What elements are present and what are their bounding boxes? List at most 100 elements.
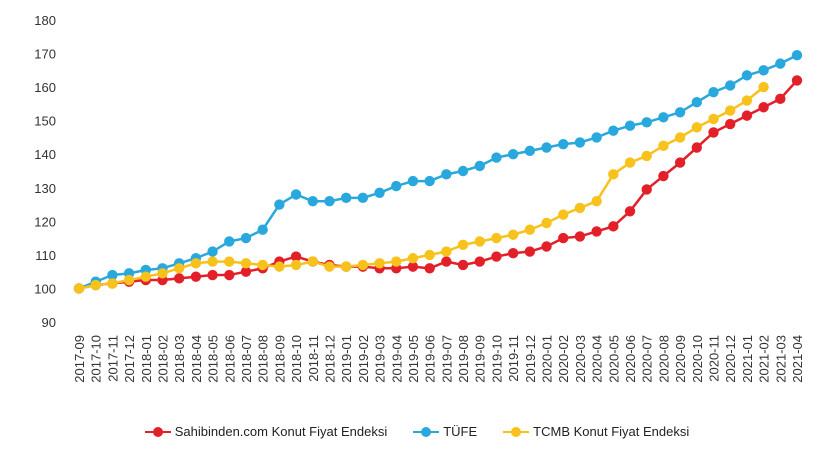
data-point [741, 110, 753, 121]
data-point [491, 152, 502, 163]
series-2 [73, 81, 769, 294]
legend-label: Sahibinden.com Konut Fiyat Endeksi [174, 424, 388, 439]
x-tick-label: 2019-11 [506, 335, 521, 382]
legend-marker-icon [413, 426, 440, 437]
data-point [474, 256, 485, 267]
data-point [240, 266, 252, 277]
data-point [641, 150, 652, 162]
data-point [173, 263, 185, 274]
y-tick-label: 160 [34, 80, 56, 95]
data-point [758, 102, 769, 113]
data-point [674, 107, 686, 118]
data-point [257, 259, 268, 271]
x-tick-label: 2019-01 [339, 335, 354, 383]
data-point [608, 125, 619, 136]
data-point [658, 170, 669, 182]
legend-item: TCMB Konut Fiyat Endeksi [503, 424, 689, 439]
data-point [524, 145, 536, 157]
x-tick-label: 2018-10 [289, 335, 304, 383]
data-point [524, 224, 536, 235]
x-tick-label: 2020-08 [656, 335, 671, 383]
x-tick-label: 2018-03 [172, 335, 187, 383]
data-point [741, 70, 753, 81]
y-tick-label: 110 [35, 248, 56, 263]
data-point [207, 246, 218, 257]
legend: Sahibinden.com Konut Fiyat Endeksi TÜFE TC… [0, 424, 834, 439]
x-tick-label: 2019-09 [473, 335, 488, 383]
data-point [541, 217, 552, 229]
data-point [290, 251, 302, 262]
data-point [541, 142, 552, 153]
data-point [558, 209, 569, 220]
data-point [340, 192, 352, 204]
data-point [107, 269, 118, 281]
data-point [691, 122, 703, 133]
data-point [324, 196, 335, 207]
data-point [340, 261, 352, 272]
data-point [107, 278, 118, 289]
data-point [591, 132, 602, 143]
x-tick-label: 2017-12 [122, 335, 137, 383]
data-point [391, 180, 402, 192]
data-point [424, 175, 435, 187]
data-point [591, 196, 602, 207]
data-point [424, 249, 435, 261]
x-tick-label: 2017-11 [105, 335, 120, 382]
x-tick-label: 2019-07 [439, 335, 454, 383]
x-tick-label: 2020-11 [707, 335, 722, 382]
data-point [140, 271, 151, 282]
data-point [708, 113, 719, 125]
data-point [457, 165, 469, 177]
x-tick-label: 2018-12 [322, 335, 337, 383]
x-tick-label: 2018-01 [139, 335, 154, 383]
data-point [357, 259, 369, 271]
data-point [725, 118, 736, 130]
data-point [674, 157, 686, 168]
data-point [224, 256, 235, 267]
data-point [457, 259, 469, 271]
data-point [424, 263, 435, 274]
data-point [641, 117, 652, 128]
data-point [190, 271, 202, 282]
data-point [441, 256, 452, 267]
data-point [624, 206, 636, 217]
x-tick-label: 2020-04 [590, 335, 605, 383]
data-point [708, 127, 719, 138]
x-tick-label: 2020-01 [540, 335, 555, 383]
series-group [73, 50, 803, 294]
x-tick-label: 2018-07 [239, 335, 254, 383]
data-point [491, 232, 502, 244]
data-point [441, 246, 452, 257]
x-tick-label: 2021-01 [740, 335, 755, 383]
x-tick-label: 2017-10 [89, 335, 104, 383]
data-point [775, 93, 786, 105]
data-point [775, 58, 786, 69]
data-point [574, 137, 586, 148]
data-point [240, 232, 252, 244]
data-point [574, 202, 586, 214]
x-tick-label: 2021-04 [790, 335, 805, 383]
x-tick-label: 2017-09 [72, 335, 87, 383]
data-point [457, 239, 469, 251]
data-point [791, 75, 803, 86]
x-tick-label: 2020-02 [556, 335, 571, 383]
y-tick-label: 180 [34, 13, 56, 28]
y-tick-label: 170 [34, 47, 56, 62]
data-point [624, 120, 636, 131]
x-tick-label: 2020-12 [723, 335, 738, 383]
x-tick-label: 2021-03 [773, 335, 788, 383]
data-point [374, 187, 385, 199]
data-point [674, 132, 686, 143]
legend-label: TCMB Konut Fiyat Endeksi [533, 424, 690, 439]
data-point [608, 221, 619, 232]
data-point [290, 259, 302, 271]
data-point [624, 157, 636, 168]
data-point [274, 261, 285, 272]
x-tick-label: 2019-12 [523, 335, 538, 383]
y-tick-label: 100 [34, 281, 56, 296]
data-point [391, 256, 402, 267]
data-point [758, 65, 769, 76]
x-tick-label: 2019-02 [356, 335, 371, 383]
x-tick-label: 2019-06 [423, 335, 438, 383]
x-tick-label: 2020-06 [623, 335, 638, 383]
